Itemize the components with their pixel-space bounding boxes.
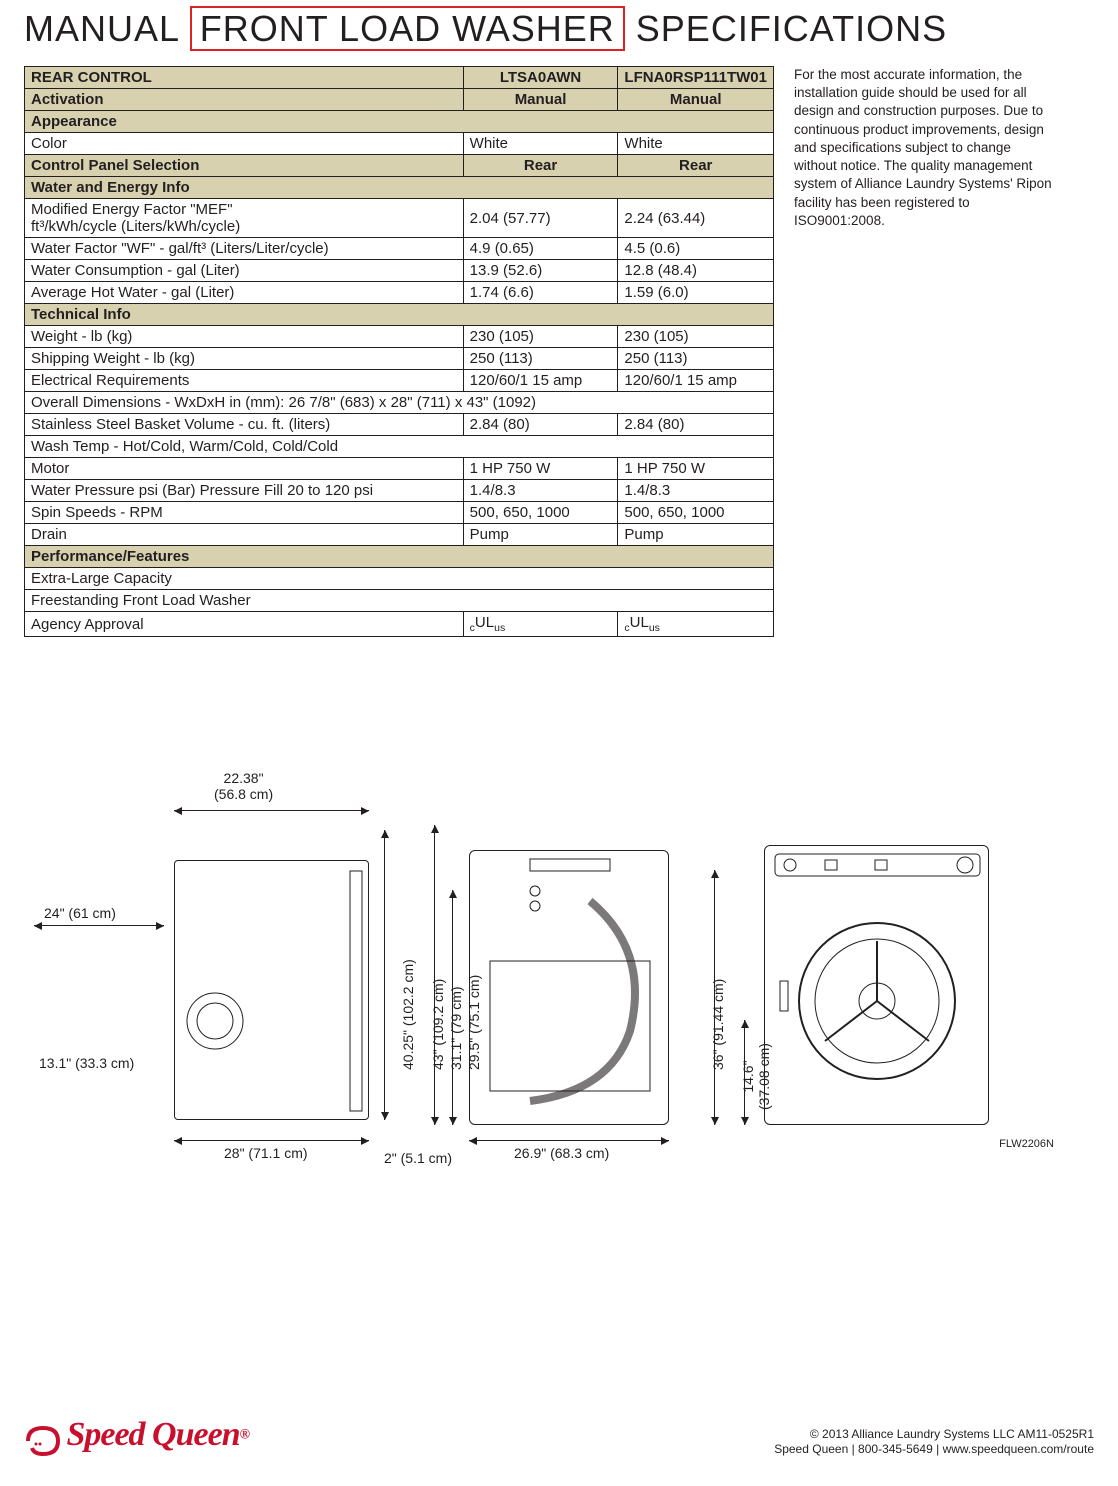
agency-a: cULus bbox=[463, 612, 618, 637]
dim-door-open: 24" (61 cm) bbox=[44, 905, 116, 921]
title-highlight: FRONT LOAD WASHER bbox=[190, 6, 625, 51]
brand-name: Speed Queen bbox=[66, 1416, 239, 1453]
washer-front-view bbox=[764, 845, 989, 1125]
dim-door-height: 14.6" (37.08 cm) bbox=[740, 1043, 772, 1110]
table-row: Electrical Requirements 120/60/1 15 amp … bbox=[25, 370, 774, 392]
table-row: Drain Pump Pump bbox=[25, 524, 774, 546]
page-footer: Speed Queen® © 2013 Alliance Laundry Sys… bbox=[24, 1416, 1094, 1458]
spec-table: REAR CONTROL LTSA0AWN LFNA0RSP111TW01 Ac… bbox=[24, 66, 774, 637]
dimension-diagram: 22.38" (56.8 cm) 24" (61 cm) 13.1" (33.3… bbox=[24, 770, 1094, 1240]
diagram-code: FLW2206N bbox=[999, 1138, 1054, 1150]
dim-height-4: 29.5" (75.1 cm) bbox=[466, 975, 482, 1070]
dim-door-front: 13.1" (33.3 cm) bbox=[39, 1055, 134, 1071]
table-row: Water Pressure psi (Bar) Pressure Fill 2… bbox=[25, 480, 774, 502]
brand-icon bbox=[24, 1424, 62, 1458]
dim-depth: 28" (71.1 cm) bbox=[224, 1145, 308, 1161]
activation-a: Manual bbox=[463, 89, 618, 111]
table-row: Average Hot Water - gal (Liter) 1.74 (6.… bbox=[25, 282, 774, 304]
table-header-row: REAR CONTROL LTSA0AWN LFNA0RSP111TW01 bbox=[25, 67, 774, 89]
table-row: Wash Temp - Hot/Cold, Warm/Cold, Cold/Co… bbox=[25, 436, 774, 458]
activation-row: Activation Manual Manual bbox=[25, 89, 774, 111]
table-row: Water Factor "WF" - gal/ft³ (Liters/Lite… bbox=[25, 238, 774, 260]
activation-b: Manual bbox=[618, 89, 774, 111]
section-technical: Technical Info bbox=[25, 304, 774, 326]
copyright: © 2013 Alliance Laundry Systems LLC AM11… bbox=[774, 1427, 1094, 1443]
table-row: Weight - lb (kg) 230 (105) 230 (105) bbox=[25, 326, 774, 348]
front-view-icon bbox=[765, 846, 990, 1126]
table-row: Color White White bbox=[25, 133, 774, 155]
page-title: MANUAL FRONT LOAD WASHER SPECIFICATIONS bbox=[0, 0, 1118, 66]
table-row: Motor 1 HP 750 W 1 HP 750 W bbox=[25, 458, 774, 480]
section-water-energy: Water and Energy Info bbox=[25, 177, 774, 199]
section-performance: Performance/Features bbox=[25, 546, 774, 568]
title-post: SPECIFICATIONS bbox=[636, 8, 947, 49]
dim-front-height: 36" (91.44 cm) bbox=[710, 979, 726, 1070]
disclaimer-note: For the most accurate information, the i… bbox=[794, 66, 1054, 637]
agency-b: cULus bbox=[618, 612, 774, 637]
table-row: Stainless Steel Basket Volume - cu. ft. … bbox=[25, 414, 774, 436]
control-panel-row: Control Panel Selection Rear Rear bbox=[25, 155, 774, 177]
header-model-b: LFNA0RSP111TW01 bbox=[618, 67, 774, 89]
dim-rear-width: 26.9" (68.3 cm) bbox=[514, 1145, 609, 1161]
title-pre: MANUAL bbox=[24, 8, 179, 49]
table-row: Agency Approval cULus cULus bbox=[25, 612, 774, 637]
dim-height-3: 31.1" (79 cm) bbox=[448, 986, 464, 1070]
table-row: Freestanding Front Load Washer bbox=[25, 590, 774, 612]
section-appearance: Appearance bbox=[25, 111, 774, 133]
washer-side-view bbox=[174, 860, 369, 1120]
activation-label: Activation bbox=[25, 89, 464, 111]
table-row: Water Consumption - gal (Liter) 13.9 (52… bbox=[25, 260, 774, 282]
table-row: Modified Energy Factor "MEF" ft³/kWh/cyc… bbox=[25, 199, 774, 238]
side-view-icon bbox=[175, 861, 370, 1121]
dim-top-width: 22.38" (56.8 cm) bbox=[214, 770, 273, 802]
table-row: Extra-Large Capacity bbox=[25, 568, 774, 590]
table-row: Shipping Weight - lb (kg) 250 (113) 250 … bbox=[25, 348, 774, 370]
table-row: Overall Dimensions - WxDxH in (mm): 26 7… bbox=[25, 392, 774, 414]
dim-height-2: 43" (109.2 cm) bbox=[430, 979, 446, 1070]
dim-height-1: 40.25" (102.2 cm) bbox=[400, 959, 416, 1070]
header-label: REAR CONTROL bbox=[25, 67, 464, 89]
rear-view-icon bbox=[470, 851, 670, 1126]
dim-gap: 2" (5.1 cm) bbox=[384, 1150, 452, 1166]
header-model-a: LTSA0AWN bbox=[463, 67, 618, 89]
brand-logo: Speed Queen® bbox=[24, 1416, 249, 1458]
contact-line: Speed Queen | 800-345-5649 | www.speedqu… bbox=[774, 1442, 1094, 1458]
table-row: Spin Speeds - RPM 500, 650, 1000 500, 65… bbox=[25, 502, 774, 524]
footer-text: © 2013 Alliance Laundry Systems LLC AM11… bbox=[774, 1427, 1094, 1458]
washer-rear-view bbox=[469, 850, 669, 1125]
